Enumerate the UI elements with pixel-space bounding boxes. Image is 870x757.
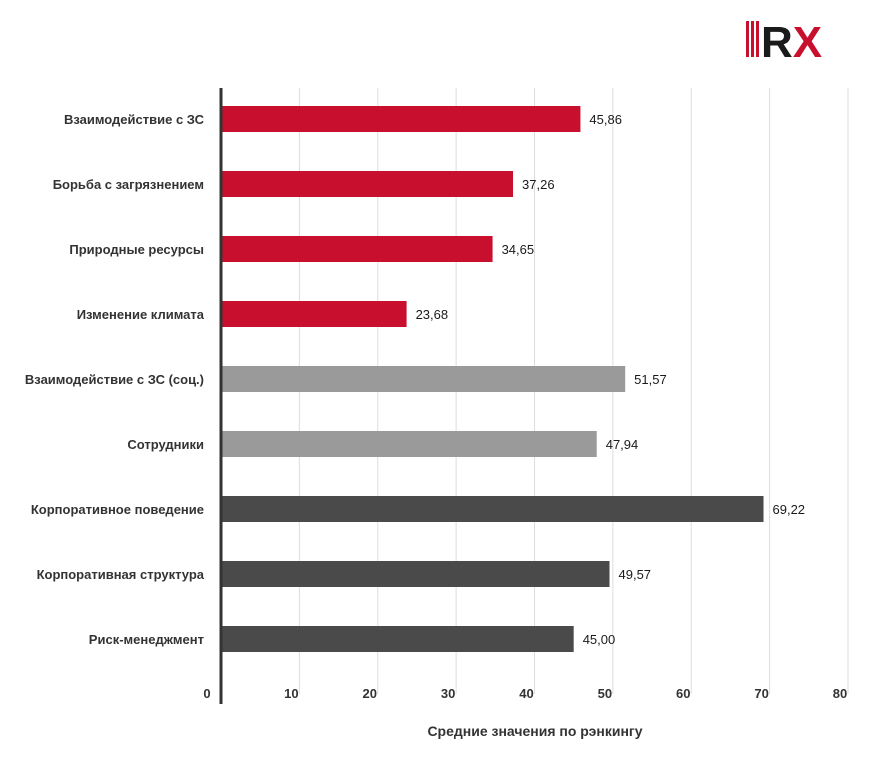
x-axis-tick-labels: 0 10 20 30 40 50 60 70 80 bbox=[203, 686, 847, 701]
bar bbox=[222, 626, 574, 652]
logo-stripe bbox=[756, 21, 759, 57]
x-tick-label: 30 bbox=[441, 686, 455, 701]
x-tick-label: 80 bbox=[833, 686, 847, 701]
x-tick-label: 0 bbox=[203, 686, 210, 701]
category-label: Корпоративное поведение bbox=[31, 502, 204, 517]
category-label: Сотрудники bbox=[127, 437, 204, 452]
value-label: 37,26 bbox=[522, 177, 555, 192]
category-label: Борьба с загрязнением bbox=[53, 177, 204, 192]
x-axis-title: Средние значения по рэнкингу bbox=[427, 723, 642, 739]
bars bbox=[222, 106, 764, 652]
x-tick-label: 70 bbox=[754, 686, 768, 701]
category-label: Взаимодействие с ЗС bbox=[64, 112, 205, 127]
value-label: 51,57 bbox=[634, 372, 667, 387]
value-label: 69,22 bbox=[773, 502, 806, 517]
x-tick-label: 20 bbox=[363, 686, 377, 701]
logo-text: RX bbox=[761, 18, 822, 61]
value-label: 49,57 bbox=[619, 567, 652, 582]
x-tick-label: 40 bbox=[519, 686, 533, 701]
logo-stripe bbox=[751, 21, 754, 57]
value-label: 45,86 bbox=[589, 112, 622, 127]
logo-stripe bbox=[746, 21, 749, 57]
category-label: Риск-менеджмент bbox=[89, 632, 204, 647]
value-label: 23,68 bbox=[416, 307, 449, 322]
value-labels: 45,86 37,26 34,65 23,68 51,57 47,94 69,22 49,57… bbox=[416, 112, 805, 647]
value-label: 47,94 bbox=[606, 437, 639, 452]
bar bbox=[222, 106, 581, 132]
bar bbox=[222, 301, 407, 327]
x-tick-label: 60 bbox=[676, 686, 690, 701]
category-label: Природные ресурсы bbox=[69, 242, 204, 257]
x-tick-label: 50 bbox=[598, 686, 612, 701]
bar bbox=[222, 236, 493, 262]
bar bbox=[222, 496, 764, 522]
category-label: Изменение климата bbox=[77, 307, 205, 322]
bar bbox=[222, 366, 626, 392]
bar bbox=[222, 171, 514, 197]
category-labels: Взаимодействие с ЗС Борьба с загрязнением… bbox=[25, 112, 205, 647]
bar bbox=[222, 561, 610, 587]
value-label: 34,65 bbox=[502, 242, 535, 257]
bar bbox=[222, 431, 597, 457]
value-label: 45,00 bbox=[583, 632, 616, 647]
rx-logo: RX bbox=[746, 18, 822, 61]
category-label: Корпоративная структура bbox=[37, 567, 205, 582]
x-tick-label: 10 bbox=[284, 686, 298, 701]
category-label: Взаимодействие с ЗС (соц.) bbox=[25, 372, 204, 387]
